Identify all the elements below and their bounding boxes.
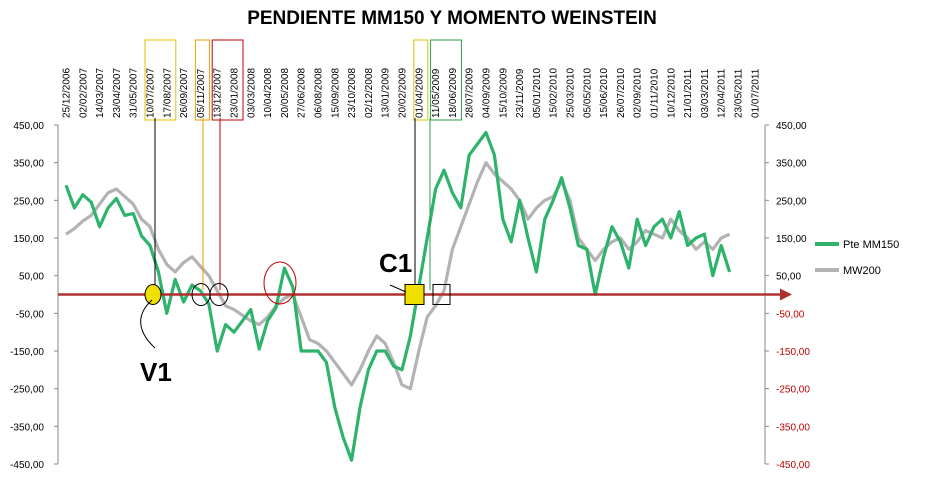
legend-label: MW200 — [843, 265, 881, 277]
v1-circle — [144, 284, 162, 305]
x-tick-label: 17/08/2007 — [162, 68, 173, 118]
x-tick-label: 27/06/2008 — [297, 68, 308, 118]
x-tick-label: 14/03/2007 — [95, 68, 106, 118]
y-tick-label-right: 350,00 — [776, 159, 807, 170]
date-highlight-boxes — [144, 39, 462, 121]
x-tick-label: 10/12/2010 — [666, 68, 677, 118]
y-tick-label-right: -350,00 — [776, 422, 810, 433]
y-tick-label-left: 350,00 — [13, 159, 44, 170]
x-tick-label: 01/04/2009 — [414, 68, 425, 118]
annotation-v1: V1 — [140, 357, 172, 387]
x-tick-label: 23/01/2008 — [230, 68, 241, 118]
x-tick-label: 18/06/2009 — [448, 68, 459, 118]
x-tick-label: 13/12/2007 — [213, 68, 224, 118]
x-tick-label: 25/03/2010 — [566, 68, 577, 118]
y-tick-label-left: 50,00 — [19, 272, 44, 283]
x-tick-label: 15/02/2010 — [549, 68, 560, 118]
circle-mark — [209, 283, 229, 306]
y-tick-label-right: -150,00 — [776, 347, 810, 358]
date-highlight-box — [144, 39, 177, 121]
x-tick-label: 12/04/2011 — [717, 68, 728, 118]
date-highlight-box — [430, 39, 462, 121]
x-tick-label: 23/11/2009 — [515, 68, 526, 118]
y-tick-label-left: 150,00 — [13, 234, 44, 245]
x-tick-label: 02/02/2007 — [78, 68, 89, 118]
y-tick-label-right: -250,00 — [776, 385, 810, 396]
x-tick-label: 05/05/2010 — [582, 68, 593, 118]
red-circle-mark — [263, 261, 297, 305]
x-tick-label: 15/06/2010 — [599, 68, 610, 118]
y-tick-label-left: -350,00 — [10, 422, 44, 433]
x-tick-label: 23/10/2008 — [347, 68, 358, 118]
date-highlight-box — [194, 39, 210, 121]
x-tick-label: 01/11/2010 — [650, 68, 661, 118]
y-tick-label-right: 250,00 — [776, 196, 807, 207]
x-tick-label: 21/01/2011 — [683, 68, 694, 118]
x-tick-label: 23/04/2007 — [112, 68, 123, 118]
y-tick-label-right: 450,00 — [776, 121, 807, 132]
x-tick-label: 23/05/2011 — [734, 68, 745, 118]
x-tick-label: 02/09/2010 — [633, 68, 644, 118]
x-tick-label: 25/12/2006 — [62, 68, 73, 118]
y-tick-label-right: 150,00 — [776, 234, 807, 245]
x-tick-label: 04/09/2009 — [482, 68, 493, 118]
legend-label: Pte MM150 — [843, 239, 899, 251]
x-tick-label: 06/08/2008 — [314, 68, 325, 118]
x-axis-ticks: 25/12/2006 02/02/2007 14/03/2007 23/04/2007… — [62, 68, 762, 118]
x-tick-label: 26/07/2010 — [616, 68, 627, 118]
y-tick-label-left: 450,00 — [13, 121, 44, 132]
zero-line-arrowhead — [780, 288, 792, 301]
c1-box — [404, 284, 425, 305]
series-line-pte-mm150 — [64, 130, 732, 462]
y-tick-label-left: 250,00 — [13, 196, 44, 207]
x-tick-label: 15/10/2009 — [498, 68, 509, 118]
y-tick-label-right: -450,00 — [776, 460, 810, 471]
y-tick-label-right: -50,00 — [776, 309, 805, 320]
x-tick-label: 26/09/2007 — [179, 68, 190, 118]
y-tick-label-left: -50,00 — [16, 309, 45, 320]
y-axis-left: 450,00 350,00 250,00 150,00 50,00 -50,00 -150,… — [10, 121, 59, 471]
x-tick-label: 28/07/2009 — [465, 68, 476, 118]
x-tick-label: 01/07/2011 — [750, 68, 761, 118]
x-tick-label: 13/01/2009 — [381, 68, 392, 118]
x-tick-label: 03/03/2008 — [246, 68, 257, 118]
x-tick-label: 20/02/2009 — [398, 68, 409, 118]
date-highlight-box — [211, 39, 244, 121]
y-tick-label-left: -450,00 — [10, 460, 44, 471]
box-mark — [432, 284, 451, 305]
x-tick-label: 02/12/2008 — [364, 68, 375, 118]
zero-reference-line — [58, 288, 792, 301]
x-tick-label: 31/05/2007 — [129, 68, 140, 118]
y-tick-label-left: -150,00 — [10, 347, 44, 358]
x-tick-label: 11/05/2009 — [431, 68, 442, 118]
series-lines — [64, 130, 732, 462]
x-tick-label: 10/07/2007 — [146, 68, 157, 118]
y-tick-label-right: 50,00 — [776, 272, 801, 283]
x-tick-label: 20/05/2008 — [280, 68, 291, 118]
x-tick-label: 15/09/2008 — [330, 68, 341, 118]
x-tick-label: 05/11/2007 — [196, 68, 207, 118]
date-highlight-box — [413, 39, 429, 121]
annotation-marks: V1 C1 — [140, 118, 451, 387]
legend: Pte MM150 MW200 — [815, 239, 899, 277]
x-tick-label: 05/01/2010 — [532, 68, 543, 118]
x-tick-label: 03/03/2011 — [700, 68, 711, 118]
annotation-c1: C1 — [379, 248, 412, 278]
x-tick-label: 10/04/2008 — [263, 68, 274, 118]
y-tick-label-left: -250,00 — [10, 385, 44, 396]
chart-title: PENDIENTE MM150 Y MOMENTO WEINSTEIN — [247, 8, 657, 29]
